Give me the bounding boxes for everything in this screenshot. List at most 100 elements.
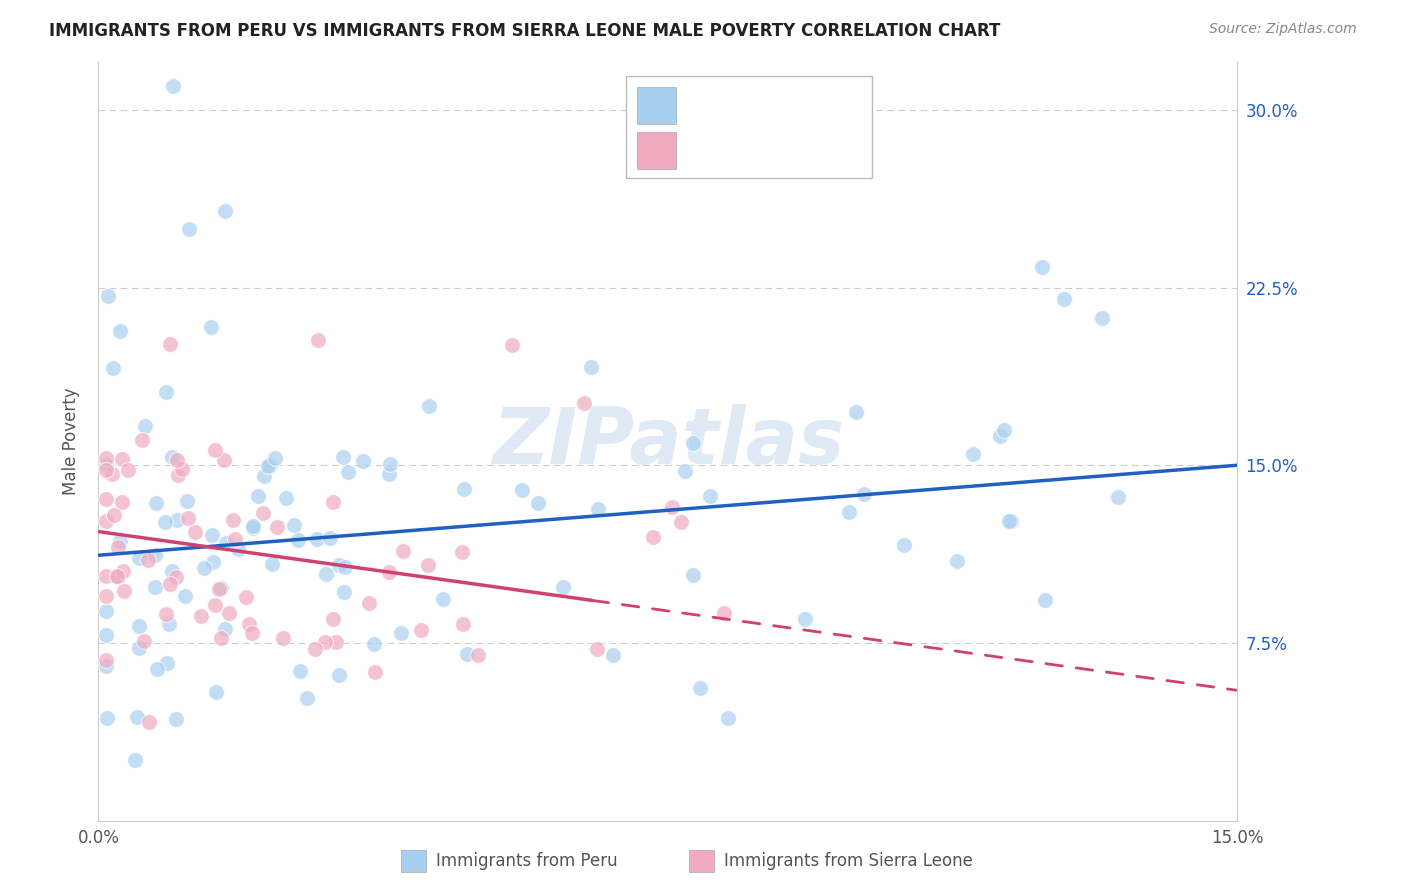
- Point: [94, 463, 117, 477]
- Point: [201, 555, 224, 569]
- Point: [838, 505, 860, 519]
- Point: [253, 468, 276, 483]
- Point: [200, 319, 222, 334]
- Point: [94, 450, 117, 465]
- Point: [162, 79, 184, 94]
- Point: [205, 685, 228, 699]
- Text: 67: 67: [800, 142, 823, 160]
- Point: [105, 569, 128, 583]
- Point: [287, 533, 309, 548]
- Point: [1053, 292, 1076, 306]
- Point: [673, 464, 696, 478]
- Point: [94, 627, 117, 641]
- Point: [117, 463, 139, 477]
- Point: [214, 204, 236, 219]
- Point: [94, 604, 117, 618]
- Point: [134, 419, 156, 434]
- Point: [138, 714, 160, 729]
- Point: [271, 632, 294, 646]
- Point: [242, 521, 264, 535]
- Text: Immigrants from Peru: Immigrants from Peru: [436, 852, 617, 871]
- Point: [467, 648, 489, 662]
- Point: [391, 544, 413, 558]
- Point: [333, 560, 356, 574]
- Point: [224, 532, 246, 546]
- Point: [145, 496, 167, 510]
- Point: [94, 458, 117, 472]
- Point: [94, 514, 117, 528]
- Point: [94, 491, 117, 506]
- Point: [252, 506, 274, 520]
- Point: [110, 324, 132, 338]
- Point: [112, 584, 135, 599]
- Point: [166, 513, 188, 527]
- Point: [893, 538, 915, 552]
- Text: Source: ZipAtlas.com: Source: ZipAtlas.com: [1209, 22, 1357, 37]
- Point: [259, 458, 281, 473]
- Point: [153, 515, 176, 529]
- Point: [128, 619, 150, 633]
- Point: [451, 544, 474, 558]
- Point: [579, 359, 602, 374]
- Point: [111, 494, 134, 508]
- Point: [845, 405, 868, 419]
- Point: [643, 530, 665, 544]
- Point: [201, 528, 224, 542]
- Point: [336, 465, 359, 479]
- Point: [1000, 515, 1022, 529]
- Point: [1031, 260, 1053, 274]
- Point: [257, 459, 280, 474]
- Point: [993, 423, 1015, 437]
- Point: [510, 483, 533, 497]
- Point: [389, 625, 412, 640]
- Point: [235, 590, 257, 604]
- Point: [211, 581, 233, 595]
- Point: [165, 570, 187, 584]
- Point: [176, 494, 198, 508]
- Point: [962, 447, 984, 461]
- Text: Immigrants from Sierra Leone: Immigrants from Sierra Leone: [724, 852, 973, 871]
- Point: [998, 514, 1021, 528]
- Point: [209, 631, 232, 645]
- Point: [160, 564, 183, 578]
- Point: [173, 589, 195, 603]
- Point: [128, 550, 150, 565]
- Point: [671, 515, 693, 529]
- Point: [853, 486, 876, 500]
- Point: [586, 501, 609, 516]
- Point: [319, 531, 342, 545]
- Point: [124, 753, 146, 767]
- Point: [586, 642, 609, 657]
- Point: [238, 617, 260, 632]
- Point: [453, 482, 475, 496]
- Point: [222, 513, 245, 527]
- Point: [322, 495, 344, 509]
- Point: [94, 569, 117, 583]
- Point: [97, 289, 120, 303]
- Point: [551, 581, 574, 595]
- Point: [155, 384, 177, 399]
- Point: [456, 647, 478, 661]
- Point: [177, 511, 200, 525]
- Point: [159, 577, 181, 591]
- Point: [214, 453, 236, 467]
- Point: [111, 451, 134, 466]
- Point: [103, 508, 125, 522]
- Point: [328, 668, 350, 682]
- Point: [228, 542, 250, 557]
- Point: [214, 622, 236, 636]
- Point: [165, 712, 187, 726]
- Point: [266, 520, 288, 534]
- Point: [328, 558, 350, 573]
- Point: [305, 532, 328, 546]
- Point: [157, 617, 180, 632]
- Point: [101, 467, 124, 482]
- Point: [146, 662, 169, 676]
- Point: [332, 450, 354, 464]
- Point: [215, 536, 238, 550]
- Point: [699, 489, 721, 503]
- Text: R =: R =: [688, 96, 724, 114]
- Point: [297, 690, 319, 705]
- Point: [304, 642, 326, 657]
- Point: [418, 399, 440, 413]
